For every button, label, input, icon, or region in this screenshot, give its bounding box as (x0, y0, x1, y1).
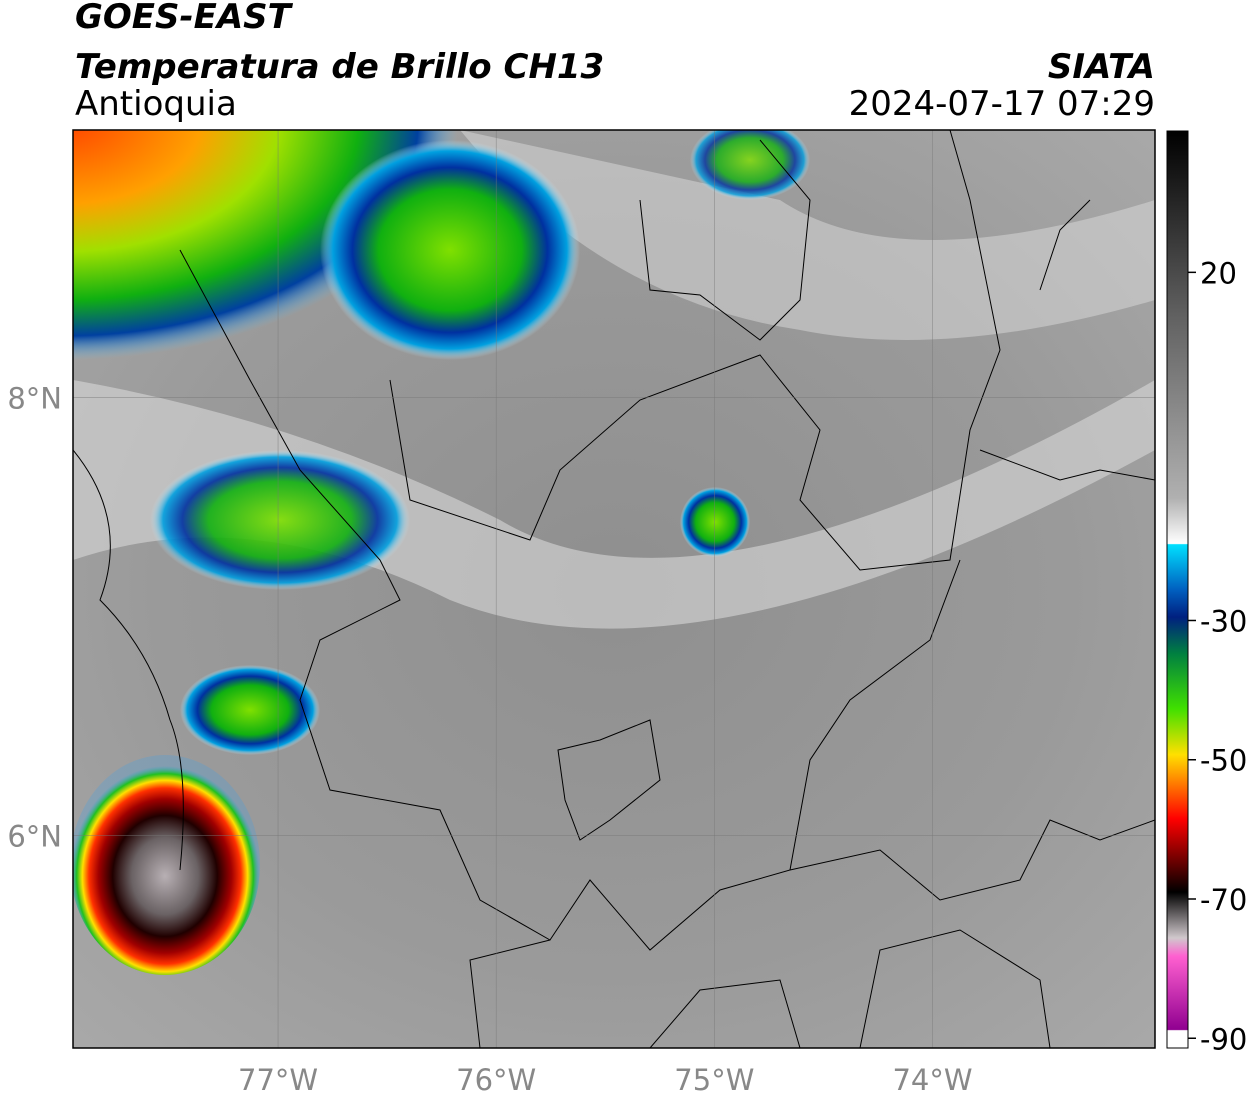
map-frame (72, 129, 1156, 1049)
colorbar-tick-label: -30 (1200, 604, 1247, 638)
region: Antioquia (75, 84, 237, 124)
colorbar-tick-label: -90 (1200, 1022, 1247, 1056)
x-tick-label: 75°W (674, 1063, 754, 1097)
title: GOES-EAST (75, 0, 294, 37)
colorbar-tick-label: -70 (1200, 883, 1247, 917)
x-tick-label: 74°W (892, 1063, 972, 1097)
y-tick-label: 6°N (7, 819, 62, 853)
y-tick-label: 8°N (7, 381, 62, 415)
subtitle: Temperatura de Brillo CH13 (75, 47, 604, 87)
map-image (73, 130, 1155, 1048)
timestamp: 2024-07-17 07:29 (849, 84, 1155, 124)
x-tick-label: 77°W (238, 1063, 318, 1097)
colorbar-tick-label: -50 (1200, 744, 1247, 778)
colorbar-tick-label: 20 (1200, 256, 1237, 290)
colorbar (1166, 130, 1189, 1049)
source: SIATA (1048, 47, 1155, 87)
x-tick-label: 76°W (456, 1063, 536, 1097)
